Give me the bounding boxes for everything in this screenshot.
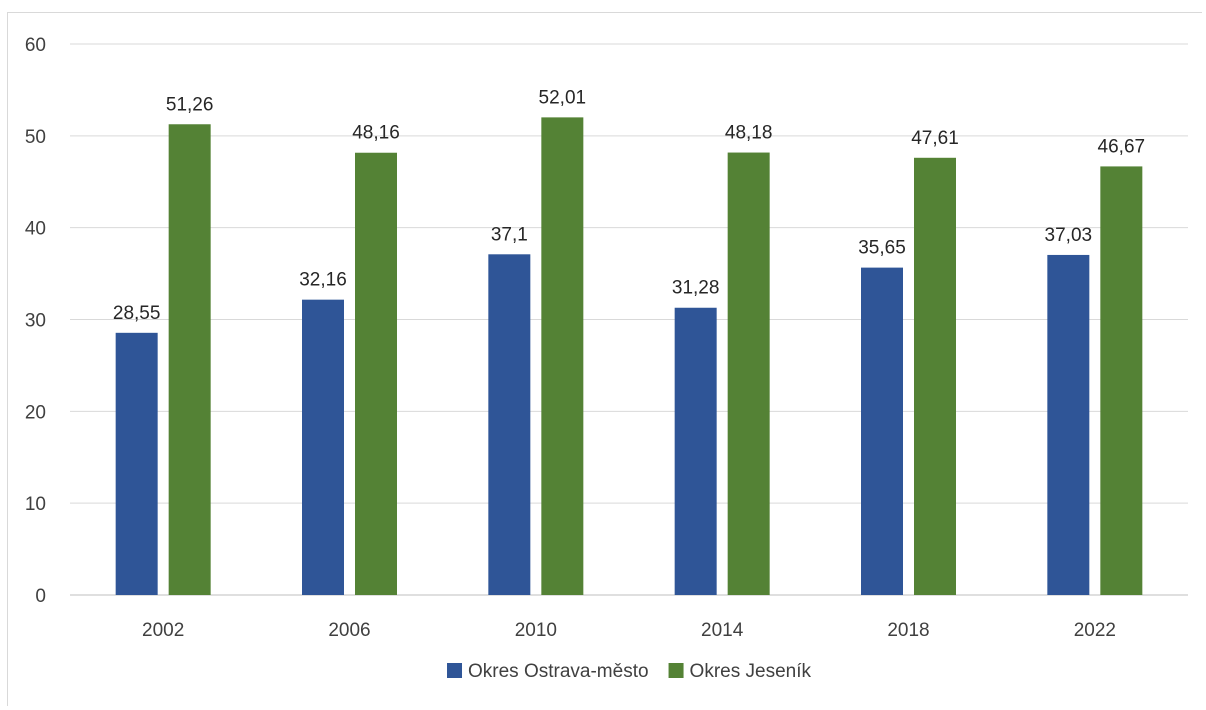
data-label: 48,16	[352, 123, 400, 144]
data-label: 52,01	[539, 87, 587, 108]
y-tick-label: 60	[25, 35, 46, 56]
bar-series-1	[302, 299, 344, 595]
bar-series-1	[1047, 254, 1090, 595]
data-label: 51,26	[166, 94, 214, 115]
bar-series-1	[861, 267, 903, 595]
bar-series-2	[727, 152, 770, 595]
data-label: 35,65	[858, 238, 906, 259]
x-tick-label: 2002	[142, 620, 184, 641]
bar-series-2	[1100, 166, 1143, 596]
bar-series-2	[541, 117, 584, 596]
legend-label: Okres Ostrava-město	[468, 661, 649, 682]
y-tick-label: 50	[25, 127, 46, 148]
y-tick-label: 30	[25, 311, 46, 332]
chart-frame	[7, 12, 1202, 706]
y-tick-label: 20	[25, 402, 46, 423]
y-tick-label: 40	[25, 219, 46, 240]
y-axis-tick-labels: 0 10 20 30 40 50 60	[25, 35, 46, 607]
bar-series-1	[674, 307, 717, 595]
data-label: 28,55	[113, 303, 161, 324]
x-axis-tick-labels: 2002 2006 2010 2014 2018 2022	[142, 620, 1116, 641]
gridlines	[70, 43, 1188, 596]
legend-item-1: Okres Ostrava-město	[447, 661, 649, 682]
bar-series-1	[115, 332, 158, 595]
data-label: 37,1	[491, 224, 528, 245]
legend-label: Okres Jeseník	[690, 661, 812, 682]
bars	[115, 117, 1143, 596]
x-tick-label: 2010	[515, 620, 557, 641]
x-tick-label: 2014	[701, 620, 744, 641]
data-label: 32,16	[299, 270, 347, 291]
data-label: 47,61	[911, 128, 959, 149]
bar-series-2	[168, 124, 211, 596]
legend-swatch	[668, 663, 684, 678]
bar-series-2	[355, 152, 397, 596]
data-labels: 28,55 51,26 32,16 48,16 37,1 52,01 31,28 48,18 3…	[113, 87, 1145, 323]
x-tick-label: 2022	[1074, 620, 1116, 641]
x-tick-label: 2018	[887, 620, 929, 641]
legend-item-2: Okres Jeseník	[668, 661, 812, 682]
bar-series-2	[914, 157, 956, 595]
data-label: 37,03	[1045, 225, 1093, 246]
data-label: 48,18	[725, 123, 773, 144]
y-tick-label: 0	[35, 586, 46, 607]
data-label: 31,28	[672, 278, 720, 299]
bar-series-1	[488, 254, 531, 595]
legend-swatch	[447, 663, 463, 678]
x-tick-label: 2006	[328, 620, 370, 641]
legend: Okres Ostrava-město Okres Jeseník	[447, 661, 811, 682]
y-tick-label: 10	[25, 494, 46, 515]
data-label: 46,67	[1098, 136, 1146, 157]
